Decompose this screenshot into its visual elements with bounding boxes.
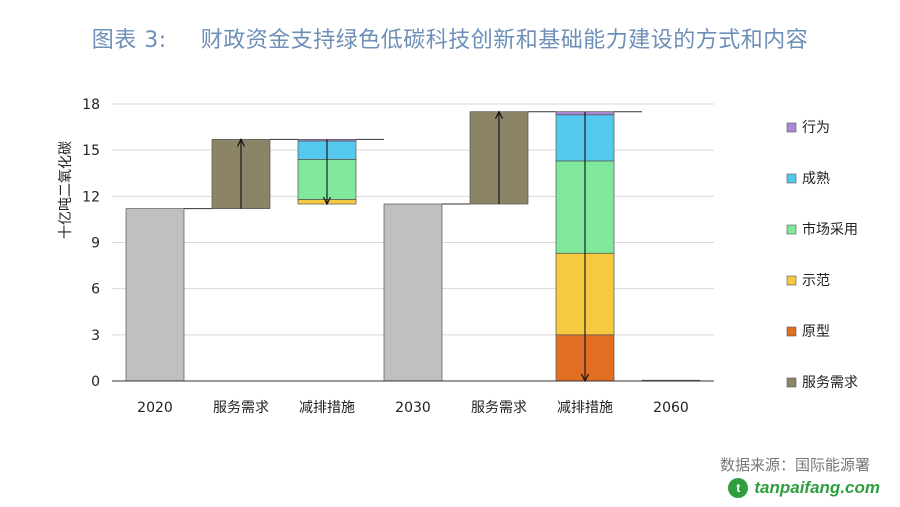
- y-tick-label: 18: [82, 97, 100, 113]
- data-source-note: 数据来源：国际能源署: [719, 456, 870, 474]
- x-tick-label: 服务需求: [213, 400, 269, 416]
- legend-swatch: [786, 122, 797, 133]
- figure-number: 图表 3:: [91, 28, 167, 53]
- y-tick-label: 9: [91, 236, 100, 252]
- brand-text: tanpaifang.com: [754, 478, 880, 497]
- legend-swatch: [786, 326, 797, 337]
- x-tick-label: 减排措施: [299, 400, 355, 416]
- figure-caption: 财政资金支持绿色低碳科技创新和基础能力建设的方式和内容: [200, 28, 809, 53]
- x-tick-label: 2020: [137, 400, 173, 416]
- chart-title: 图表 3: 财政资金支持绿色低碳科技创新和基础能力建设的方式和内容: [0, 22, 900, 54]
- y-tick-label: 0: [91, 374, 100, 390]
- y-tick-label: 12: [82, 189, 100, 205]
- legend-label: 原型: [802, 324, 830, 340]
- legend-swatch: [786, 377, 797, 388]
- brand-logo-icon: t: [728, 478, 749, 498]
- bar-total: [125, 208, 185, 382]
- legend-swatch: [786, 173, 797, 184]
- bar-total: [383, 203, 443, 382]
- y-axis-label: 十亿吨二氧化碳: [58, 141, 74, 239]
- legend-label: 市场采用: [802, 221, 858, 238]
- x-tick-label: 2060: [653, 400, 689, 416]
- legend-label: 服务需求: [802, 375, 858, 391]
- legend-label: 成熟: [802, 171, 830, 187]
- x-tick-label: 服务需求: [471, 400, 527, 416]
- legend-swatch: [786, 224, 797, 235]
- x-tick-label: 减排措施: [557, 400, 613, 416]
- watermark-brand: t tanpaifang.com: [728, 478, 880, 498]
- bar-arrow-head: [236, 138, 246, 147]
- y-tick-label: 3: [91, 328, 100, 344]
- bar-arrow-head: [322, 196, 332, 206]
- x-tick-label: 2030: [395, 400, 431, 416]
- legend-swatch: [786, 275, 797, 286]
- y-tick-label: 6: [91, 282, 100, 298]
- bar-arrow-head: [494, 110, 504, 119]
- legend-label: 行为: [802, 120, 830, 136]
- y-tick-label: 15: [82, 143, 100, 159]
- legend-label: 示范: [802, 272, 830, 289]
